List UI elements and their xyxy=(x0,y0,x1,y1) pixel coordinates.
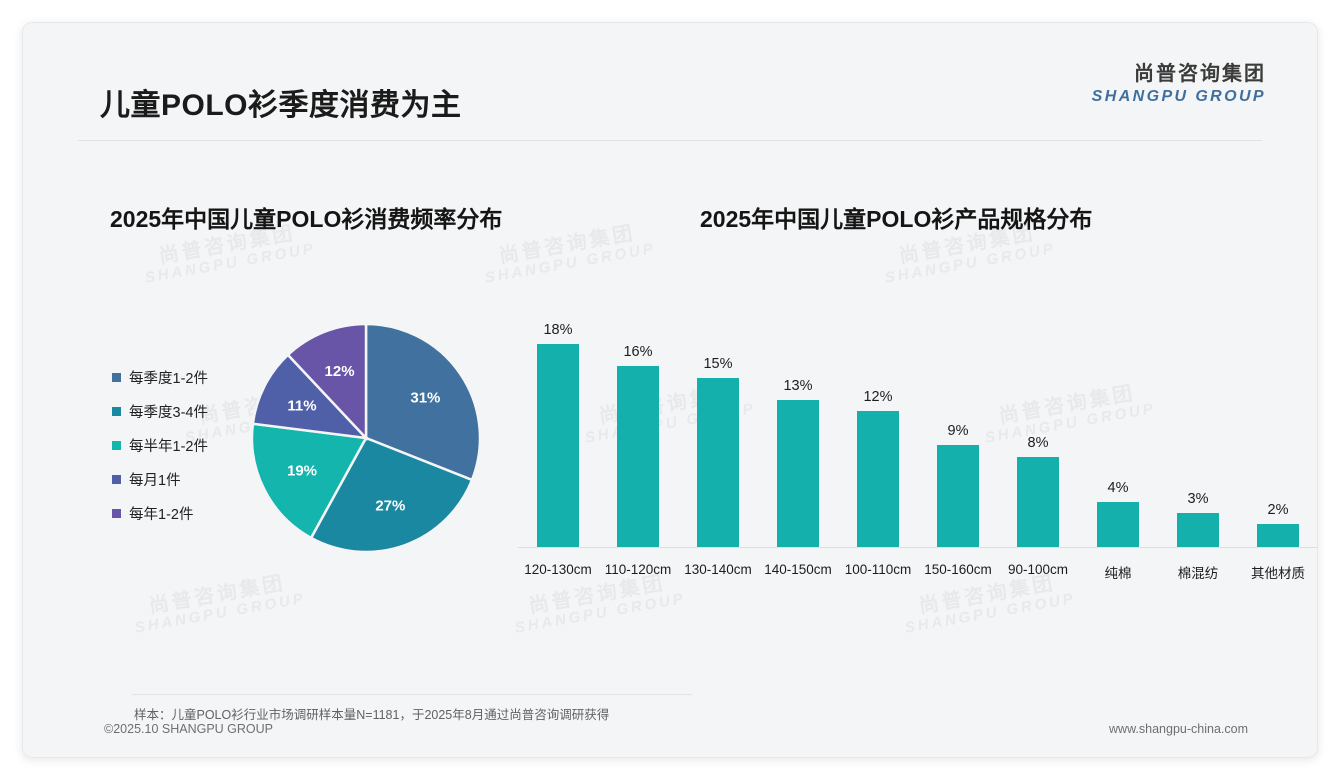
watermark-en: SHANGPU GROUP xyxy=(133,590,308,638)
bar-value-label: 12% xyxy=(863,389,893,406)
pie-slice-label: 19% xyxy=(287,463,317,480)
bar-chart-title: 2025年中国儿童POLO衫产品规格分布 xyxy=(700,206,1093,232)
bar-chart: 18% 16% 15% 13% 12% 9% 8% 4% 3% 2% 120-130cm 110-1… xyxy=(518,280,1318,592)
bar-rect[interactable] xyxy=(777,400,819,547)
bar-category-label: 100-110cm xyxy=(844,562,912,577)
bar-column[interactable]: 4% xyxy=(1078,295,1158,547)
bar-series: 18% 16% 15% 13% 12% 9% 8% 4% 3% 2% xyxy=(518,295,1318,547)
pie-slice-label: 12% xyxy=(325,363,355,380)
logo-cn-text: 尚普咨询集团 xyxy=(1134,63,1266,85)
bar-rect[interactable] xyxy=(937,445,979,547)
bar-axis-line xyxy=(518,547,1318,548)
footer-website[interactable]: www.shangpu-china.com xyxy=(1109,722,1248,736)
pie-chart-svg: 31% 27% 19% 11% 12% xyxy=(250,322,482,554)
bar-rect[interactable] xyxy=(857,411,899,547)
slide-footer: ©2025.10 SHANGPU GROUP www.shangpu-china… xyxy=(22,710,1318,758)
bar-value-label: 13% xyxy=(783,378,813,395)
legend-item[interactable]: 每月1件 xyxy=(112,462,232,496)
bar-rect[interactable] xyxy=(697,377,739,547)
bar-value-label: 16% xyxy=(623,344,653,361)
slide-header: 儿童POLO衫季度消费为主 尚普咨询集团 SHANGPU GROUP xyxy=(22,22,1318,122)
pie-slice[interactable] xyxy=(364,322,482,482)
bar-column[interactable]: 16% xyxy=(598,295,678,547)
watermark-en: SHANGPU GROUP xyxy=(143,240,318,288)
bar-value-label: 9% xyxy=(947,423,969,440)
legend-swatch-icon xyxy=(112,508,121,518)
bar-column[interactable]: 13% xyxy=(758,295,838,547)
bar-category-label: 90-100cm xyxy=(1007,562,1069,577)
legend-item-label: 每季度1-2件 xyxy=(129,370,208,387)
brand-logo: 尚普咨询集团 SHANGPU GROUP xyxy=(1092,64,1266,105)
legend-item[interactable]: 每半年1-2件 xyxy=(112,428,232,462)
header-divider xyxy=(78,140,1262,141)
bar-category-label: 其他材质 xyxy=(1251,566,1305,581)
legend-swatch-icon xyxy=(112,406,121,416)
pie-chart-title: 2025年中国儿童POLO衫消费频率分布 xyxy=(110,206,503,232)
legend-item-label: 每月1件 xyxy=(129,472,181,489)
bar-category-label: 130-140cm xyxy=(684,562,752,577)
legend-item-label: 每年1-2件 xyxy=(129,506,194,523)
bar-rect[interactable] xyxy=(1097,501,1139,547)
legend-item[interactable]: 每季度1-2件 xyxy=(112,360,232,394)
bar-rect[interactable] xyxy=(1177,513,1219,547)
legend-item[interactable]: 每年1-2件 xyxy=(112,496,232,530)
bar-rect[interactable] xyxy=(617,366,659,547)
legend-item-label: 每半年1-2件 xyxy=(129,438,208,455)
bar-value-label: 18% xyxy=(543,321,573,338)
bar-value-label: 3% xyxy=(1187,491,1209,508)
bar-column[interactable]: 3% xyxy=(1158,295,1238,547)
bar-column[interactable]: 2% xyxy=(1238,295,1318,547)
legend-swatch-icon xyxy=(112,440,121,450)
bar-category-label: 纯棉 xyxy=(1104,566,1132,581)
bar-column[interactable]: 8% xyxy=(998,295,1078,547)
slide-card: 尚普咨询集团 SHANGPU GROUP 尚普咨询集团 SHANGPU GROU… xyxy=(22,22,1318,758)
pie-slice[interactable] xyxy=(251,353,370,440)
bar-rect[interactable] xyxy=(1017,456,1059,547)
legend-item-label: 每季度3-4件 xyxy=(129,404,208,421)
bar-value-label: 4% xyxy=(1107,479,1129,496)
watermark: 尚普咨询集团 SHANGPU GROUP xyxy=(480,219,658,288)
bar-value-label: 15% xyxy=(703,355,733,372)
pie-slice-label: 31% xyxy=(410,390,440,407)
legend-item[interactable]: 每季度3-4件 xyxy=(112,394,232,428)
legend-swatch-icon xyxy=(112,372,121,382)
logo-en-text: SHANGPU GROUP xyxy=(1091,88,1266,105)
watermark-cn: 尚普咨询集团 xyxy=(147,572,287,618)
bar-category-label: 120-130cm xyxy=(524,562,592,577)
pie-slice[interactable] xyxy=(250,422,368,540)
bar-column[interactable]: 18% xyxy=(518,295,598,547)
bar-value-label: 2% xyxy=(1267,502,1289,519)
bar-column[interactable]: 15% xyxy=(678,295,758,547)
watermark-en: SHANGPU GROUP xyxy=(903,590,1078,638)
bar-category-label: 150-160cm xyxy=(924,562,992,577)
bar-column[interactable]: 9% xyxy=(918,295,998,547)
footer-copyright: ©2025.10 SHANGPU GROUP xyxy=(104,722,273,736)
bar-category-label: 棉混纺 xyxy=(1177,566,1219,581)
page-title: 儿童POLO衫季度消费为主 xyxy=(100,89,462,122)
watermark-en: SHANGPU GROUP xyxy=(513,590,688,638)
pie-slice[interactable] xyxy=(286,322,368,442)
bar-column[interactable]: 12% xyxy=(838,295,918,547)
bar-category-label: 110-120cm xyxy=(604,562,672,577)
pie-slice-label: 11% xyxy=(287,397,316,414)
legend-swatch-icon xyxy=(112,474,121,484)
pie-legend: 每季度1-2件 每季度3-4件 每半年1-2件 每月1件每年1-2件 xyxy=(112,360,232,530)
bar-rect[interactable] xyxy=(537,343,579,547)
pie-chart: 31% 27% 19% 11% 12% xyxy=(250,322,482,554)
watermark-cn: 尚普咨询集团 xyxy=(497,222,637,268)
source-divider xyxy=(132,694,692,695)
pie-slice-label: 27% xyxy=(375,498,405,515)
bar-rect[interactable] xyxy=(1257,524,1299,547)
bar-value-label: 8% xyxy=(1027,434,1049,451)
source-note: 样本：儿童POLO衫行业市场调研样本量N=1181，于2025年8月通过尚普咨询… xyxy=(134,708,610,722)
bar-category-label: 140-150cm xyxy=(764,562,832,577)
watermark: 尚普咨询集团 SHANGPU GROUP xyxy=(130,569,308,638)
bar-axis-labels: 120-130cm 110-120cm 130-140cm 140-150cm 100-… xyxy=(518,562,1318,582)
